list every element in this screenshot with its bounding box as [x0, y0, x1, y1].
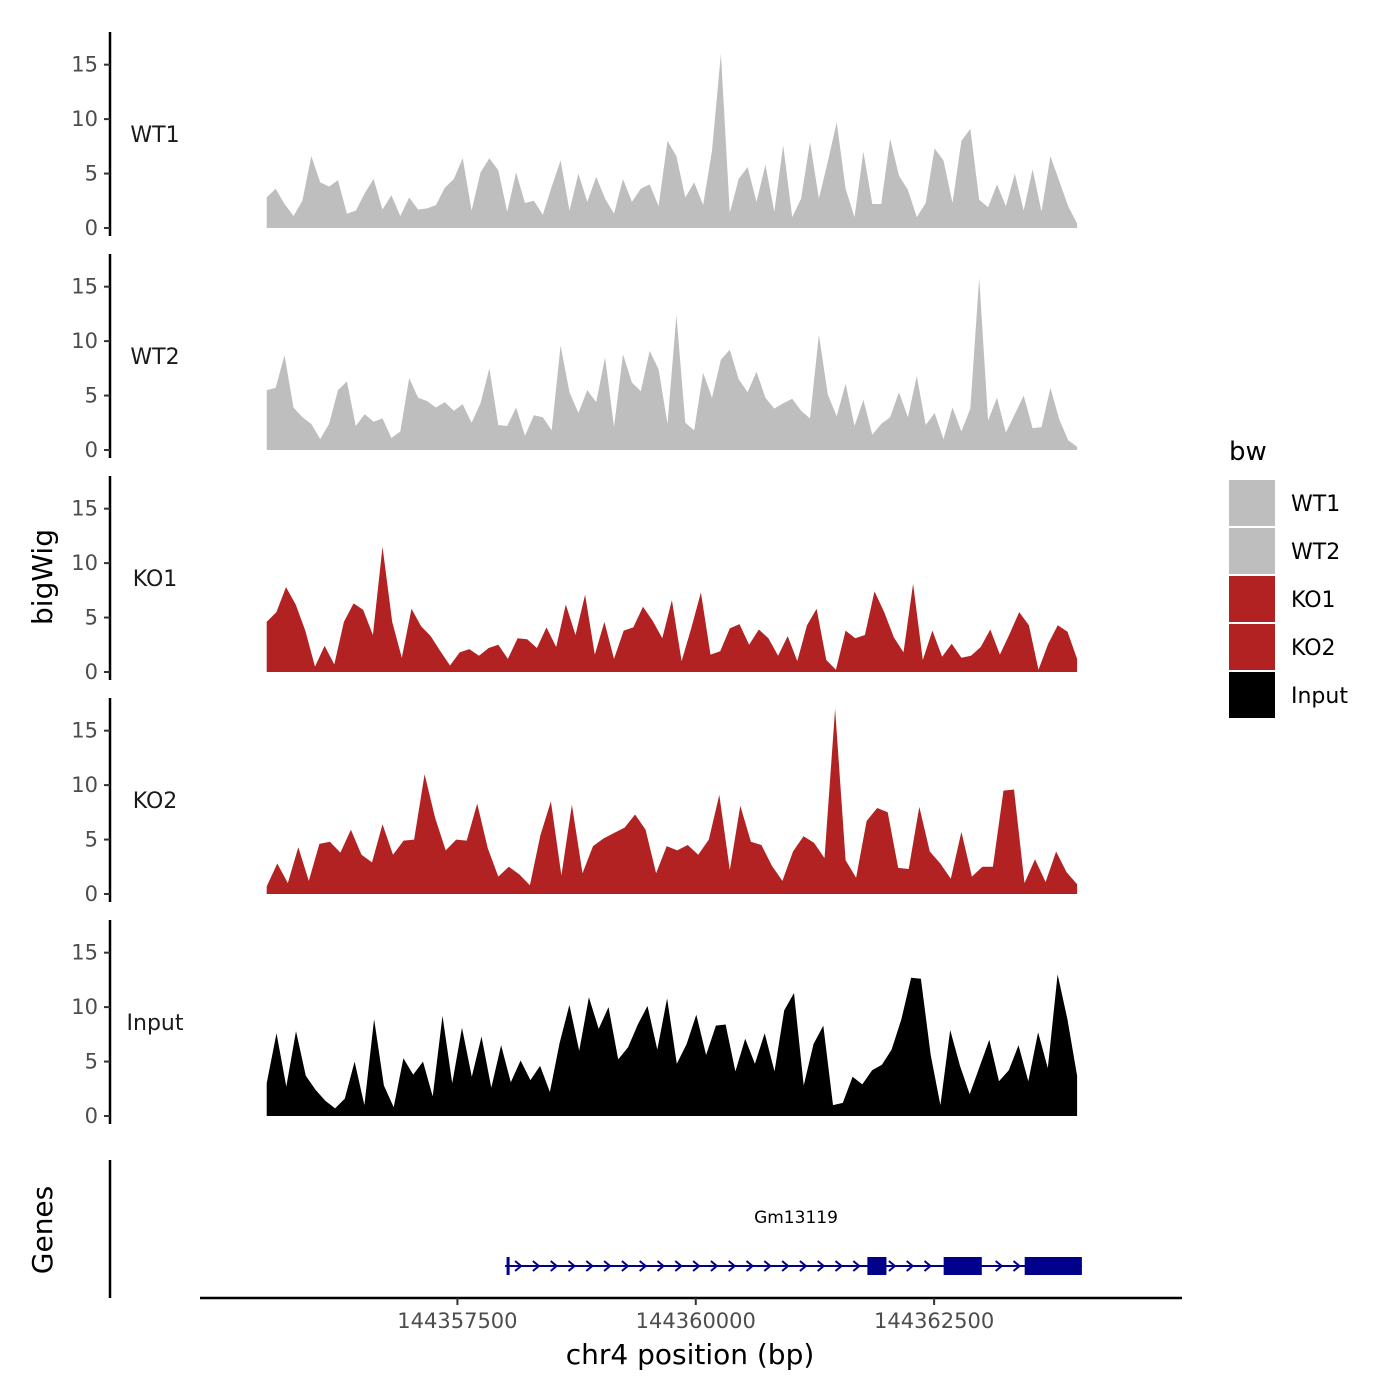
y-tick-label: 10	[71, 329, 98, 353]
legend-label-wt2: WT2	[1291, 540, 1340, 565]
strand-chevron	[834, 1260, 844, 1272]
legend-label-ko1: KO1	[1291, 588, 1336, 613]
y-tick-label: 15	[71, 941, 98, 965]
strand-chevron	[745, 1260, 755, 1272]
y-tick-label: 0	[85, 660, 98, 684]
strand-chevron	[817, 1260, 826, 1272]
y-tick-label: 15	[71, 719, 98, 743]
track-ko1: 0 5 10 15 KO1	[71, 476, 1078, 684]
legend-label-wt1: WT1	[1291, 492, 1340, 517]
y-axis-title: bigWig	[26, 529, 59, 625]
strand-chevron	[888, 1260, 897, 1272]
x-tick-label: 144357500	[397, 1309, 517, 1333]
y-tick-label: 0	[85, 216, 98, 240]
signal-area-wt2	[266, 278, 1078, 450]
strand-chevron	[763, 1260, 772, 1272]
strand-chevron	[799, 1260, 808, 1272]
strand-chevron	[906, 1260, 915, 1272]
track-wt2: 0 5 10 15 WT2	[71, 254, 1078, 462]
track-label-ko2: KO2	[133, 789, 178, 814]
legend-key-ko1	[1229, 576, 1275, 622]
legend-label-ko2: KO2	[1291, 636, 1336, 661]
signal-area-ko2	[266, 708, 1078, 894]
x-axis-title: chr4 position (bp)	[566, 1338, 815, 1371]
track-wt1: 0 5 10 15 WT1	[71, 32, 1078, 240]
strand-chevron	[514, 1260, 523, 1272]
x-axis: 144357500 144360000 144362500	[200, 1296, 1182, 1333]
y-tick-label: 0	[85, 1104, 98, 1128]
strand-chevron	[852, 1260, 861, 1272]
strand-chevron	[603, 1260, 612, 1272]
y-tick-label: 10	[71, 773, 98, 797]
strand-chevron	[1012, 1260, 1022, 1272]
y-tick-label: 15	[71, 53, 98, 77]
strand-chevron	[567, 1260, 577, 1272]
legend-label-input: Input	[1291, 684, 1348, 709]
y-tick-label: 0	[85, 882, 98, 906]
genes-axis-title: Genes	[26, 1186, 59, 1274]
strand-chevron	[692, 1260, 701, 1272]
exon-block	[1024, 1257, 1082, 1275]
gene-name-label: Gm13119	[754, 1208, 838, 1228]
strand-chevron	[995, 1260, 1004, 1272]
gene-track: Gm13119	[108, 1160, 1082, 1298]
y-tick-label: 10	[71, 107, 98, 131]
track-ko2: 0 5 10 15 KO2	[71, 698, 1078, 906]
strand-chevron	[639, 1260, 648, 1272]
strand-chevron	[781, 1260, 790, 1272]
legend-key-ko2	[1229, 624, 1275, 670]
x-tick-label: 144362500	[874, 1309, 994, 1333]
signal-area-input	[266, 974, 1078, 1116]
y-tick-label: 5	[85, 1050, 98, 1074]
track-label-wt2: WT2	[130, 345, 179, 370]
track-label-ko1: KO1	[133, 567, 178, 592]
y-tick-label: 15	[71, 275, 98, 299]
track-label-input: Input	[127, 1011, 184, 1036]
legend-key-input	[1229, 672, 1275, 718]
x-tick-label: 144360000	[636, 1309, 756, 1333]
y-tick-label: 15	[71, 497, 98, 521]
y-tick-label: 5	[85, 384, 98, 408]
legend-key-wt1	[1229, 480, 1275, 526]
y-tick-label: 5	[85, 162, 98, 186]
strand-chevron	[674, 1260, 683, 1272]
y-tick-label: 0	[85, 438, 98, 462]
signal-area-ko1	[266, 546, 1078, 672]
exon-block	[867, 1257, 887, 1275]
track-panels: 0 5 10 15 WT1 0 5 10 15 WT2 0 5 10 15 KO1 0 5 10 15 KO2 0 5 10…	[71, 32, 1078, 1128]
legend: bw WT1 WT2 KO1 KO2 Input	[1229, 437, 1348, 718]
legend-title: bw	[1229, 437, 1267, 467]
legend-key-wt2	[1229, 528, 1275, 574]
strand-chevron	[621, 1260, 630, 1272]
strand-chevron	[710, 1260, 719, 1272]
track-label-wt1: WT1	[130, 123, 179, 148]
y-tick-label: 5	[85, 828, 98, 852]
strand-chevron	[550, 1260, 559, 1272]
track-input: 0 5 10 15 Input	[71, 920, 1078, 1128]
signal-area-wt1	[266, 53, 1078, 228]
strand-chevron	[532, 1260, 541, 1272]
strand-chevron	[728, 1260, 737, 1272]
y-tick-label: 5	[85, 606, 98, 630]
y-tick-label: 10	[71, 995, 98, 1019]
strand-chevron	[923, 1260, 933, 1272]
exon-block	[943, 1257, 982, 1275]
strand-chevron	[656, 1260, 666, 1272]
y-tick-label: 10	[71, 551, 98, 575]
strand-chevron	[585, 1260, 594, 1272]
